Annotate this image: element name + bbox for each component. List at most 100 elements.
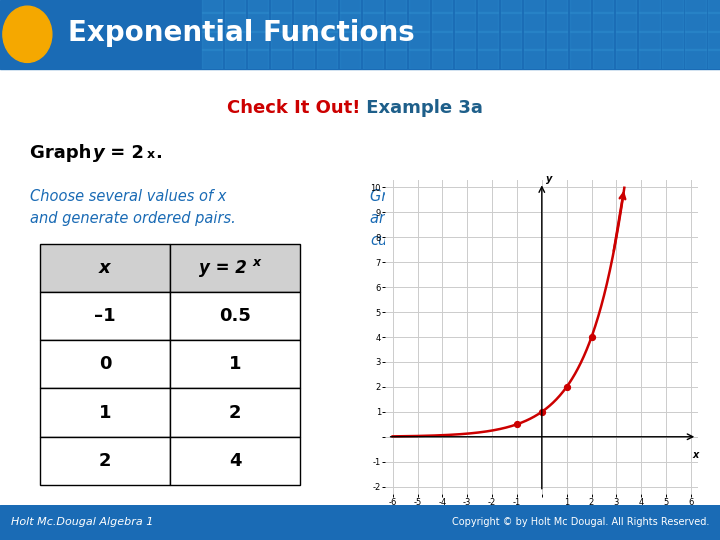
Bar [340, 31, 360, 50]
Bar [294, 12, 314, 31]
Bar [363, 31, 383, 50]
Bar [639, 12, 660, 31]
Bar [501, 49, 521, 69]
Bar [40, 244, 170, 292]
Bar [432, 49, 452, 69]
Text: 0: 0 [99, 355, 112, 373]
Text: Graph: Graph [30, 144, 98, 161]
Bar [317, 12, 337, 31]
Bar [478, 31, 498, 50]
Text: = 2: = 2 [104, 144, 144, 161]
Bar [170, 388, 300, 437]
Bar [294, 0, 314, 13]
Bar [170, 437, 300, 485]
Text: y = 2: y = 2 [199, 259, 247, 276]
Text: curve.: curve. [370, 233, 415, 247]
Text: 0.5: 0.5 [219, 307, 251, 325]
Bar [317, 0, 337, 13]
Bar [547, 0, 567, 13]
Bar [340, 0, 360, 13]
Bar [501, 31, 521, 50]
Text: and connect with a smooth: and connect with a smooth [370, 211, 570, 226]
Bar [570, 12, 590, 31]
Ellipse shape [3, 6, 52, 63]
Bar [225, 12, 245, 31]
Bar [340, 12, 360, 31]
Text: y: y [93, 144, 104, 161]
Bar [547, 12, 567, 31]
Bar [524, 49, 544, 69]
Text: x: x [147, 147, 155, 160]
Bar [409, 49, 429, 69]
Bar [593, 31, 613, 50]
Bar [708, 31, 720, 50]
Bar [170, 292, 300, 340]
Bar [616, 0, 636, 13]
Bar [708, 49, 720, 69]
Bar [294, 31, 314, 50]
Bar [317, 31, 337, 50]
Bar [40, 388, 170, 437]
Text: x: x [253, 256, 261, 269]
Bar [40, 340, 170, 388]
Text: Copyright © by Holt Mc Dougal. All Rights Reserved.: Copyright © by Holt Mc Dougal. All Right… [452, 517, 709, 528]
Bar [639, 49, 660, 69]
Bar [202, 49, 222, 69]
Bar [340, 49, 360, 69]
Text: x: x [693, 450, 699, 461]
Bar [685, 0, 706, 13]
Bar [225, 49, 245, 69]
Text: 2: 2 [229, 403, 241, 422]
Bar [685, 49, 706, 69]
Text: –1: –1 [94, 307, 116, 325]
Text: 1: 1 [99, 403, 112, 422]
Bar [662, 0, 683, 13]
Bar [570, 0, 590, 13]
Bar [386, 49, 406, 69]
Text: x: x [99, 259, 111, 276]
Bar [455, 31, 475, 50]
Bar [547, 49, 567, 69]
Text: Exponential Functions: Exponential Functions [68, 19, 415, 47]
Text: y: y [546, 174, 553, 184]
Bar [271, 49, 291, 69]
Bar [685, 31, 706, 50]
Bar [271, 12, 291, 31]
Bar [662, 31, 683, 50]
Bar [455, 0, 475, 13]
Bar [616, 49, 636, 69]
Bar [271, 0, 291, 13]
Bar [639, 0, 660, 13]
Bar [409, 0, 429, 13]
Bar [662, 12, 683, 31]
Text: Choose several values of x: Choose several values of x [30, 188, 226, 204]
Bar [363, 12, 383, 31]
Text: Example 3a: Example 3a [360, 99, 483, 117]
Text: Graph the ordered pairs: Graph the ordered pairs [370, 188, 546, 204]
Bar [501, 0, 521, 13]
Bar [202, 31, 222, 50]
Bar [685, 12, 706, 31]
Point [511, 420, 523, 429]
Bar [386, 31, 406, 50]
Bar [409, 12, 429, 31]
Bar [616, 12, 636, 31]
Bar [478, 0, 498, 13]
Bar [409, 31, 429, 50]
Bar [202, 0, 222, 13]
Bar [40, 437, 170, 485]
Bar [593, 0, 613, 13]
Bar [248, 31, 268, 50]
Text: Holt Mc.Dougal Algebra 1: Holt Mc.Dougal Algebra 1 [11, 517, 153, 528]
Bar [225, 31, 245, 50]
Bar [455, 12, 475, 31]
Bar [708, 12, 720, 31]
Bar [170, 340, 300, 388]
Bar [524, 12, 544, 31]
Bar [570, 49, 590, 69]
Bar [524, 0, 544, 13]
Bar [432, 0, 452, 13]
Bar [593, 12, 613, 31]
Bar [639, 31, 660, 50]
Bar [616, 31, 636, 50]
